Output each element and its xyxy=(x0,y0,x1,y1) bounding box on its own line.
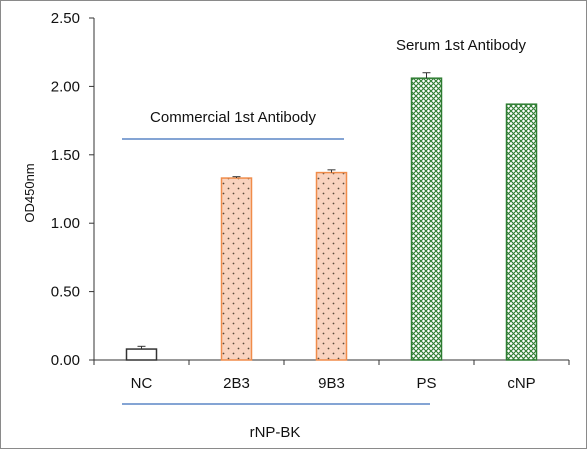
y-tick-label: 0.50 xyxy=(51,284,80,301)
x-tick-label-cnp: cNP xyxy=(507,375,535,392)
x-tick-label-2b3: 2B3 xyxy=(223,375,250,392)
bar-9b3 xyxy=(315,171,348,361)
annotations: Commercial 1st Antibody Serum 1st Antibo… xyxy=(122,37,527,441)
y-tick-label: 2.00 xyxy=(51,78,80,95)
x-tick-label-ps: PS xyxy=(416,375,436,392)
x-tick-label-9b3: 9B3 xyxy=(318,375,345,392)
y-tick-label: 2.50 xyxy=(51,10,80,27)
x-tick-label-nc: NC xyxy=(131,375,153,392)
bar-nc xyxy=(125,348,158,361)
x-axis: NC 2B3 9B3 PS cNP xyxy=(93,359,570,392)
bars xyxy=(125,72,538,361)
bar-cnp xyxy=(505,103,538,361)
group-label-rnp-bk: rNP-BK xyxy=(250,424,301,441)
bar-ps xyxy=(410,77,443,361)
y-tick-label: 1.50 xyxy=(51,147,80,164)
bar-2b3 xyxy=(220,177,253,361)
y-tick-label: 1.00 xyxy=(51,215,80,232)
y-tick-label: 0.00 xyxy=(51,352,80,369)
annotation-serum-antibody: Serum 1st Antibody xyxy=(396,37,527,54)
y-axis-title: OD450nm xyxy=(22,163,37,222)
y-axis: 0.00 0.50 1.00 1.50 2.00 2.50 xyxy=(51,10,95,369)
annotation-commercial-antibody: Commercial 1st Antibody xyxy=(150,109,316,126)
